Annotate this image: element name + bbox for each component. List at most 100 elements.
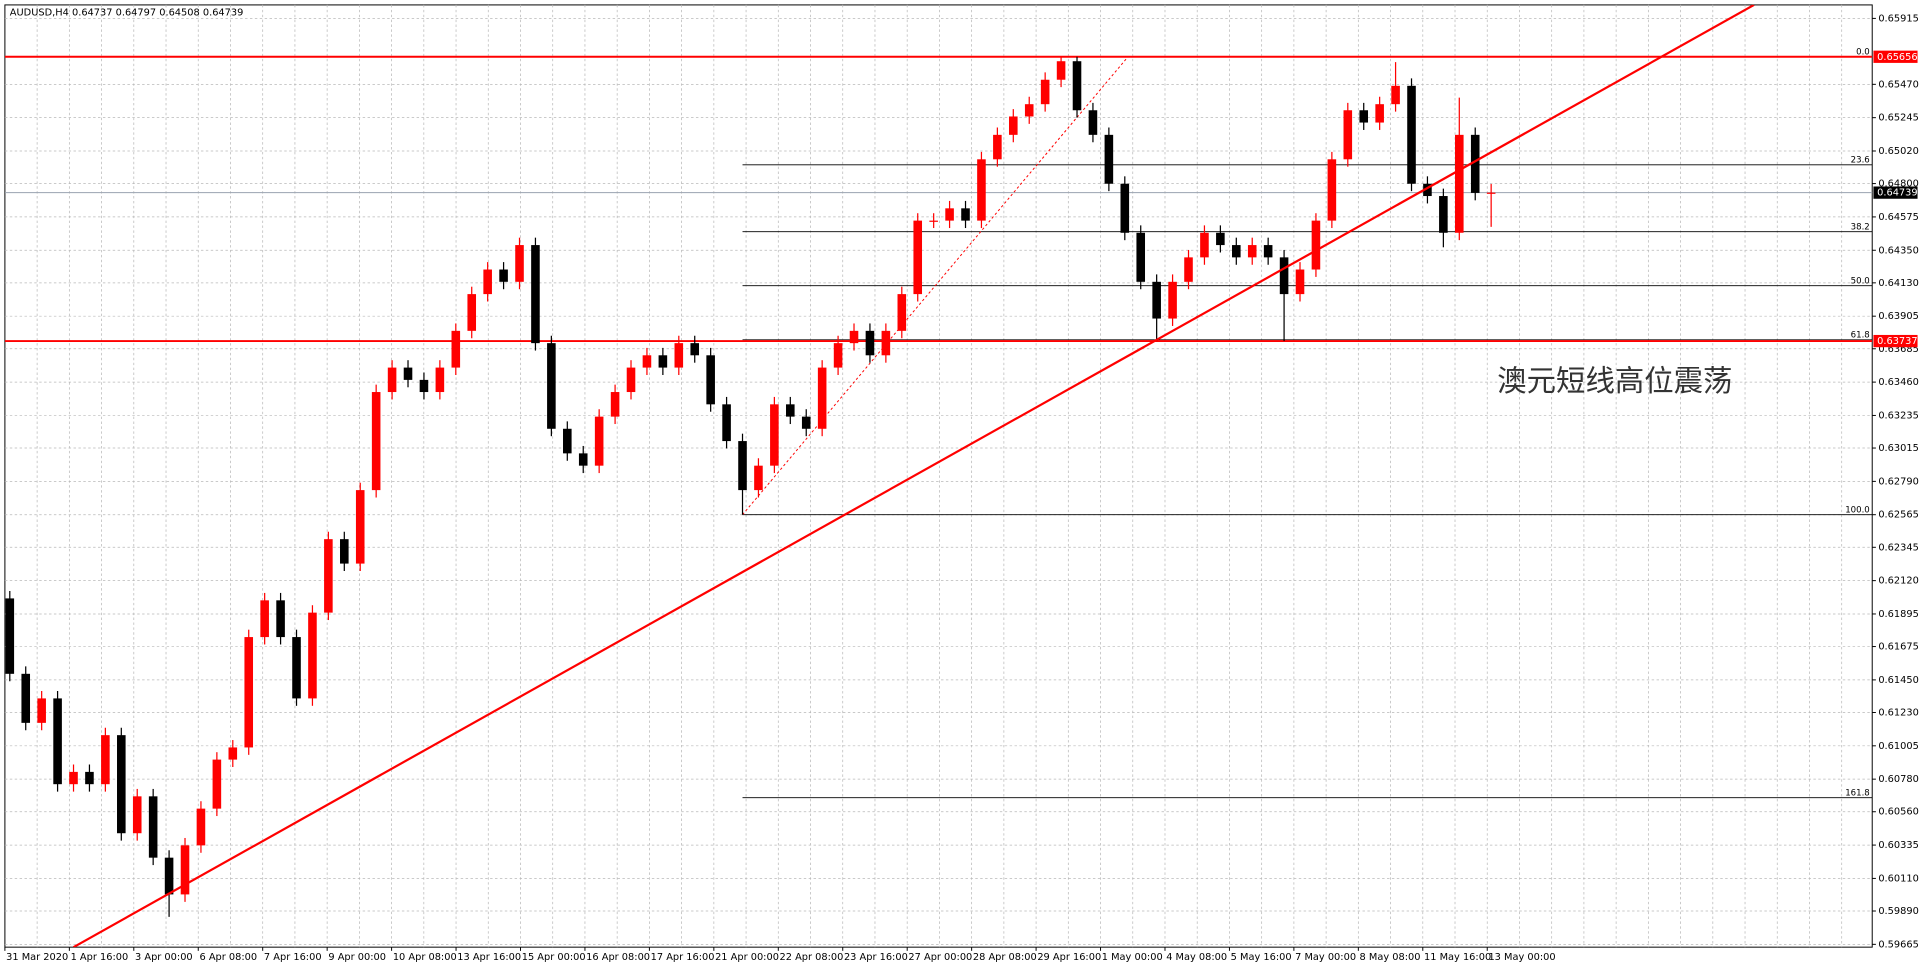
x-tick-label: 23 Apr 16:00 [844,952,908,963]
candle-body [1439,196,1448,233]
candle-body [1247,245,1257,258]
candle-body [1056,61,1066,80]
trend-line [72,4,1755,948]
candle-body [1104,134,1114,184]
candle-body [1359,110,1369,123]
candle-body [117,735,126,834]
y-tick-label: 0.63460 [1878,377,1919,388]
x-tick-label: 7 Apr 16:00 [264,952,322,963]
candle-body [801,416,811,429]
candle-body [37,698,46,723]
candle-body [1152,281,1161,319]
candle-body [642,355,652,368]
grid [4,4,1873,948]
candle-body [578,453,588,466]
y-tick-label: 0.63685 [1878,344,1919,355]
candle-body [21,673,31,723]
fib-label: 100.0 [1845,505,1870,515]
candle-body [833,343,843,368]
y-tick-label: 0.65245 [1878,113,1919,124]
price-box-label: 0.64739 [1877,188,1918,199]
candle-body [706,355,715,405]
candle-body [1455,134,1464,233]
price-box [1873,334,1918,348]
y-tick-label: 0.63015 [1878,443,1919,454]
candle-body [244,637,254,748]
candle-body [1072,61,1082,111]
price-box [1873,50,1918,63]
candle-body [993,134,1002,160]
candle-body [228,747,238,760]
candle-body [945,208,954,221]
candle-body [1120,183,1130,233]
candle-body [1040,79,1050,105]
candle-body [483,269,492,295]
candle-body [1232,245,1241,258]
y-tick-label: 0.61450 [1878,675,1919,686]
x-tick-label: 11 May 16:00 [1424,952,1491,963]
fib-label: 61.8 [1851,330,1870,340]
fib-label: 23.6 [1851,155,1870,165]
candle-body [371,392,381,491]
x-tick-label: 1 May 00:00 [1102,952,1163,963]
annotation: 澳元短线高位震荡 [1497,364,1732,398]
x-tick-label: 5 May 16:00 [1231,952,1292,963]
candle-body [770,404,779,466]
candle-body [1375,104,1384,123]
candle-body [1168,281,1177,319]
candle-body [467,294,477,331]
y-tick-label: 0.64130 [1878,278,1919,289]
candle-body [658,355,668,368]
x-tick-label: 3 Apr 00:00 [135,952,193,963]
candle-body [881,330,891,356]
y-tick-label: 0.62345 [1878,542,1919,553]
y-tick-label: 0.64800 [1878,179,1919,190]
candle-body [1295,269,1305,295]
candle-body [164,857,174,895]
candle-body [196,808,206,846]
fib-label: 50.0 [1851,276,1870,286]
price-box-label: 0.63737 [1877,336,1918,347]
candle-body [897,294,907,331]
y-tick-label: 0.61675 [1878,642,1919,653]
y-tick-label: 0.65470 [1878,79,1919,90]
candle-body [1391,85,1400,105]
candle-body [53,698,62,785]
x-tick-label: 10 Apr 08:00 [393,952,457,963]
candle-body [387,367,397,393]
candle-body [308,612,317,699]
candle-body [515,245,524,282]
y-tick-label: 0.60335 [1878,840,1919,851]
candle-body [1216,232,1225,246]
candle-body [1263,245,1273,258]
candle-body [499,269,508,282]
candle-body [1024,104,1034,117]
x-tick-label: 27 Apr 00:00 [908,952,972,963]
candle-body [786,404,795,417]
y-tick-label: 0.62565 [1878,510,1919,521]
y-tick-label: 0.64575 [1878,212,1919,223]
x-tick-label: 1 Apr 16:00 [71,952,129,963]
y-tick-label: 0.64350 [1878,245,1919,256]
fib-trend-line [742,56,1129,516]
candle-body [1184,257,1193,282]
candle-body [260,600,269,638]
candle-body [594,416,604,466]
candle-body [1486,192,1496,194]
candle-body [531,245,540,344]
fib-label: 38.2 [1851,222,1870,232]
y-tick-label: 0.60110 [1878,873,1919,884]
axes: 0.65915 0.65470 0.65245 0.65020 0.64800 0.645… [4,13,1919,963]
candle-body [738,441,747,491]
x-tick-label: 8 May 08:00 [1360,952,1421,963]
candle-body [722,404,731,442]
candle-body [865,330,875,356]
candle-body [403,367,413,380]
candle-body [5,598,15,674]
x-tick-label: 31 Mar 2020 [6,952,68,963]
candle-body [977,159,986,221]
candle-body [276,600,285,638]
candle-body [148,796,158,858]
